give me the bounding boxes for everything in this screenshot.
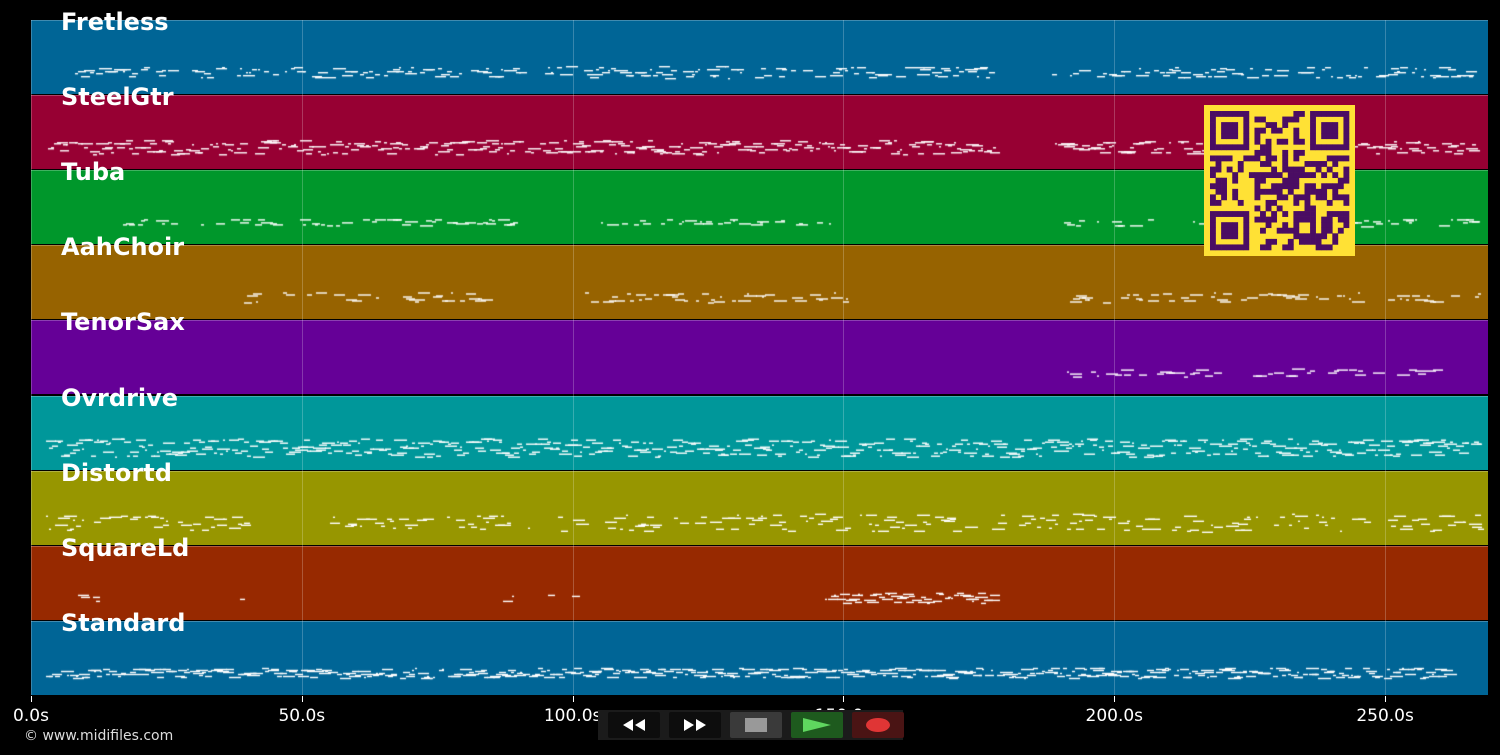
track-label: Tuba bbox=[61, 158, 126, 187]
record-icon bbox=[866, 718, 890, 732]
rewind-button[interactable] bbox=[608, 712, 660, 738]
stop-button[interactable] bbox=[730, 712, 782, 738]
fast-forward-icon bbox=[684, 719, 706, 731]
track-label: Standard bbox=[61, 608, 186, 637]
play-icon bbox=[803, 718, 831, 732]
credit-text: © www.midifiles.com bbox=[24, 728, 174, 744]
track-label: AahChoir bbox=[61, 233, 185, 262]
play-button[interactable] bbox=[791, 712, 843, 738]
track-label: SteelGtr bbox=[61, 83, 174, 112]
track-label: Fretless bbox=[61, 8, 169, 36]
rewind-icon bbox=[623, 719, 645, 731]
qr-code-icon[interactable] bbox=[1204, 105, 1355, 256]
transport-controls bbox=[598, 710, 904, 740]
track-label: TenorSax bbox=[61, 308, 185, 337]
record-button[interactable] bbox=[852, 712, 904, 738]
track-label: SquareLd bbox=[61, 533, 190, 562]
track-label: Distortd bbox=[61, 458, 172, 487]
track-label: Ovrdrive bbox=[61, 383, 179, 412]
stop-icon bbox=[745, 718, 767, 732]
fast-forward-button[interactable] bbox=[669, 712, 721, 738]
